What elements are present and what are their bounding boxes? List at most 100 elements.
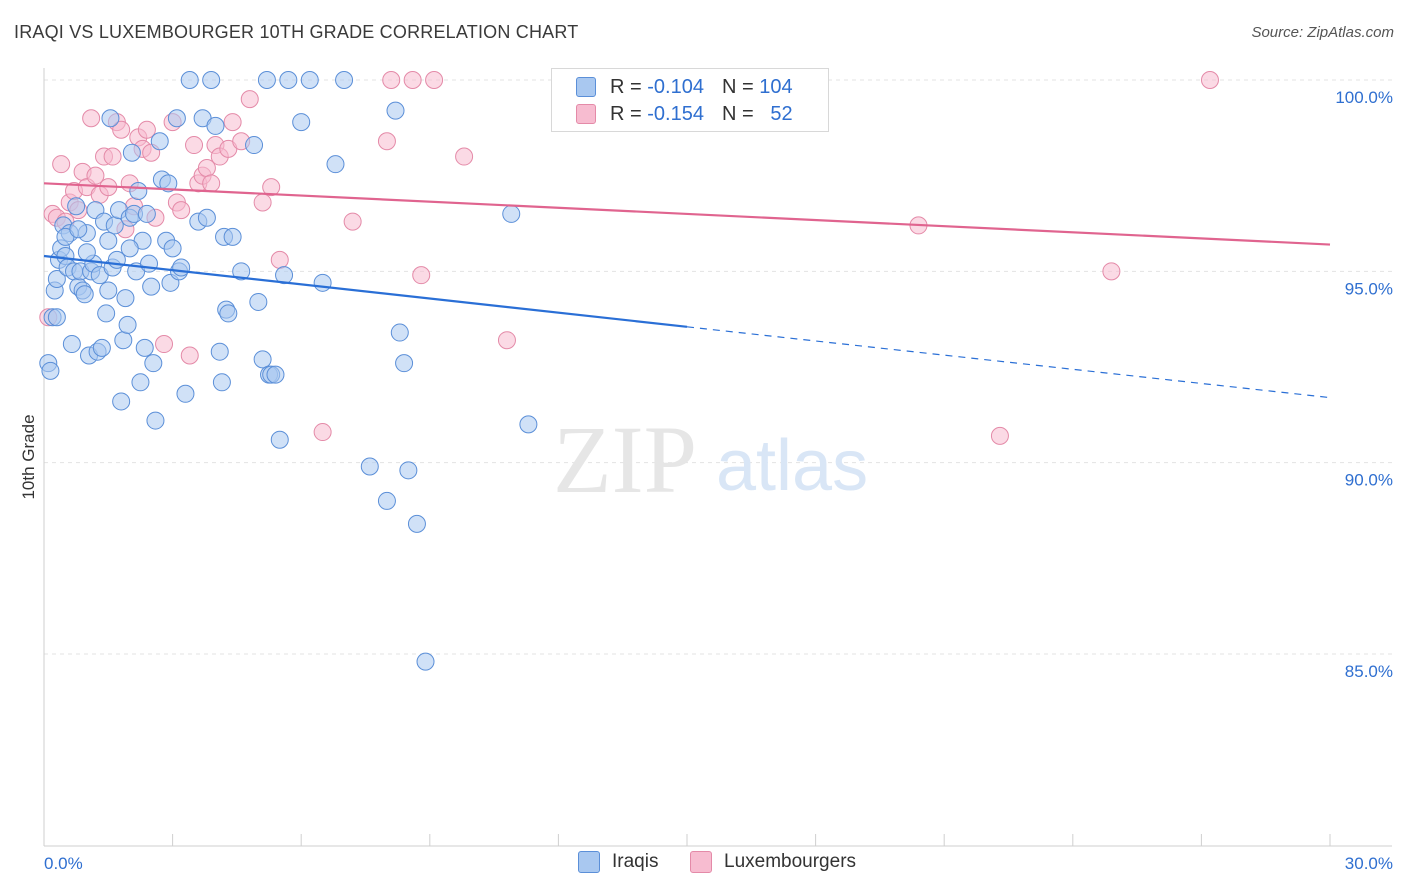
y-tick-label: 100.0% (1335, 88, 1393, 107)
iraqis-point (129, 181, 148, 200)
y-axis-label: 10th Grade (19, 414, 38, 499)
iraqis-point (275, 266, 294, 285)
iraqis-point (232, 262, 251, 281)
iraqis-point (41, 361, 60, 380)
trend-line-luxembourgers (43, 182, 1331, 246)
iraqis-point (47, 308, 66, 327)
luxembourgers-point (137, 120, 156, 139)
iraqis-point (92, 338, 111, 357)
iraqis-point (120, 239, 139, 258)
iraqis-point (172, 258, 191, 277)
iraqis-point (176, 384, 195, 403)
iraqis-point (197, 208, 216, 227)
bottom-legend-swatch-iraqis (578, 851, 600, 873)
iraqis-point (99, 281, 118, 300)
legend-r-value-luxembourgers: -0.154 (647, 102, 704, 125)
trend-line-iraqis (43, 254, 688, 328)
x-ticks (43, 834, 1331, 846)
legend-swatch-luxembourgers (576, 104, 596, 124)
legend-n-value-luxembourgers: 52 (770, 102, 793, 125)
watermark-zip: ZIP (553, 406, 697, 513)
y-tick-label: 95.0% (1345, 279, 1393, 298)
iraqis-point (326, 155, 345, 174)
iraqis-point (114, 331, 133, 350)
gridlines (44, 79, 1392, 655)
iraqis-point (142, 277, 161, 296)
iraqis-point (77, 243, 96, 262)
iraqis-point (112, 392, 131, 411)
iraqis-point (519, 415, 538, 434)
iraqis-point (395, 354, 414, 373)
iraqis-point (210, 342, 229, 361)
trend-line-iraqis-extrapolated (686, 326, 1331, 399)
luxembourgers-point (1102, 262, 1121, 281)
iraqis-point (99, 231, 118, 250)
iraqis-point (206, 116, 225, 135)
iraqis-point (266, 365, 285, 384)
iraqis-point (67, 197, 86, 216)
luxembourgers-point (172, 201, 191, 220)
bottom-legend-luxembourgers[interactable]: Luxembourgers (690, 851, 856, 873)
luxembourgers-point (412, 266, 431, 285)
luxembourgers-point (253, 193, 272, 212)
iraqis-point (167, 109, 186, 128)
iraqis-point (292, 113, 311, 132)
watermark: ZIP atlas (553, 406, 868, 513)
iraqis-point (47, 269, 66, 288)
legend-row-iraqis: R = -0.104 N = 104 (576, 74, 793, 100)
iraqis-point (377, 491, 396, 510)
iraqis-point (279, 71, 298, 89)
y-tick-label: 90.0% (1345, 471, 1393, 490)
iraqis-point (97, 304, 116, 323)
watermark-atlas: atlas (716, 426, 868, 506)
luxembourgers-point (497, 331, 516, 350)
bottom-legend-label-iraqis: Iraqis (612, 851, 659, 872)
luxembourgers-point (180, 346, 199, 365)
luxembourgers-point (262, 178, 281, 197)
luxembourgers-point (86, 166, 105, 185)
luxembourgers-point (82, 109, 101, 128)
iraqis-point (253, 350, 272, 369)
iraqis-point (140, 254, 159, 273)
luxembourgers-point (343, 212, 362, 231)
legend-n-label: N = (721, 75, 754, 98)
legend-n-label: N = (721, 102, 754, 125)
luxembourgers-point (270, 250, 289, 269)
axes (43, 68, 1392, 847)
iraqis-point (399, 461, 418, 480)
iraqis-point (407, 514, 426, 533)
iraqis-point (335, 71, 354, 89)
source-credit: Source: ZipAtlas.com (1251, 24, 1394, 41)
luxembourgers-point (377, 132, 396, 151)
x-tick-label-min: 0.0% (44, 854, 83, 873)
luxembourgers-point (185, 136, 204, 155)
legend-r-label: R = (610, 102, 642, 125)
luxembourgers-point (103, 147, 122, 166)
iraqis-point (212, 373, 231, 392)
bottom-legend-label-luxembourgers: Luxembourgers (724, 851, 857, 872)
luxembourgers-point (240, 90, 259, 109)
iraqis-point (180, 71, 199, 89)
luxembourgers-point (990, 426, 1009, 445)
iraqis-point (131, 373, 150, 392)
luxembourgers-point (1200, 71, 1219, 89)
luxembourgers-point (455, 147, 474, 166)
luxembourgers-point (112, 120, 131, 139)
legend-r-value-iraqis: -0.104 (647, 75, 704, 98)
iraqis-point (202, 71, 221, 89)
iraqis-point (249, 292, 268, 311)
iraqis-point (69, 220, 88, 239)
luxembourgers-point (223, 113, 242, 132)
iraqis-point (270, 430, 289, 449)
iraqis-point (313, 273, 332, 292)
iraqis-point (116, 289, 135, 308)
bottom-legend-iraqis[interactable]: Iraqis (578, 851, 658, 873)
iraqis-point (144, 354, 163, 373)
bottom-legend-swatch-luxembourgers (690, 851, 712, 873)
luxembourgers-point (382, 71, 401, 89)
iraqis-point (360, 457, 379, 476)
chart-title: IRAQI VS LUXEMBOURGER 10TH GRADE CORRELA… (14, 22, 579, 42)
iraqis-point (245, 136, 264, 155)
x-tick-label-max: 30.0% (1345, 854, 1393, 873)
